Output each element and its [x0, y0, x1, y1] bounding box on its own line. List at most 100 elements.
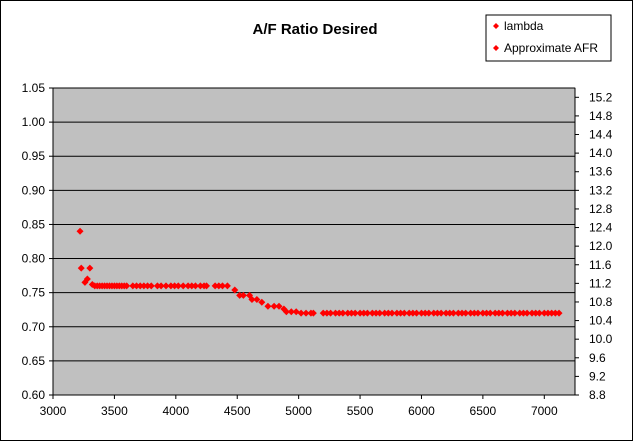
- data-point-lambda: [133, 282, 141, 290]
- y2-tick-label: 9.2: [589, 369, 606, 383]
- data-point-lambda: [425, 309, 433, 317]
- data-point-lambda: [236, 291, 244, 299]
- data-point-lambda: [540, 309, 548, 317]
- data-point-lambda: [503, 309, 511, 317]
- data-point-lambda: [223, 282, 231, 290]
- data-point-lambda: [248, 295, 256, 303]
- x-tick-label: 4500: [224, 404, 251, 418]
- data-point-lambda: [339, 309, 347, 317]
- data-point-lambda: [523, 309, 531, 317]
- data-point-lambda: [270, 302, 278, 310]
- data-point-lambda: [368, 309, 376, 317]
- data-point-lambda: [83, 275, 91, 283]
- data-point-lambda: [405, 309, 413, 317]
- data-point-lambda: [331, 309, 339, 317]
- data-point-lambda: [433, 309, 441, 317]
- data-point-lambda: [77, 264, 85, 272]
- data-point-lambda: [528, 309, 536, 317]
- y2-tick-label: 10.0: [589, 332, 613, 346]
- y2-tick-label: 11.6: [589, 258, 612, 272]
- legend-marker-lambda: [493, 23, 499, 29]
- y2-tick-label: 10.4: [589, 314, 613, 328]
- data-point-lambda: [231, 286, 239, 294]
- data-point-lambda: [417, 309, 425, 317]
- x-tick-label: 6000: [408, 404, 435, 418]
- y2-axis-ticks: 8.8 9.2 9.6 10.0 10.4 10.8 11.2 11.6 12.0 12.4 12.…: [575, 90, 613, 402]
- y-tick-label: 0.60: [22, 388, 46, 402]
- y2-tick-label: 14.0: [589, 146, 613, 160]
- data-point-lambda: [544, 309, 552, 317]
- y-tick-label: 0.65: [22, 354, 46, 368]
- data-point-lambda: [516, 309, 524, 317]
- data-point-lambda: [413, 309, 421, 317]
- data-point-lambda: [384, 309, 392, 317]
- data-point-lambda: [218, 282, 226, 290]
- data-point-lambda: [188, 282, 196, 290]
- data-point-lambda: [470, 309, 478, 317]
- data-point-lambda: [551, 309, 559, 317]
- data-point-lambda: [153, 282, 161, 290]
- data-point-lambda: [302, 309, 310, 317]
- data-point-lambda: [215, 282, 223, 290]
- y-tick-label: 0.80: [22, 252, 46, 266]
- data-point-lambda: [360, 309, 368, 317]
- data-point-lambda: [483, 309, 491, 317]
- data-point-lambda: [449, 309, 457, 317]
- data-point-lambda: [442, 309, 450, 317]
- gridlines: [53, 87, 575, 362]
- data-point-lambda: [171, 282, 179, 290]
- y2-tick-label: 11.2: [589, 276, 612, 290]
- data-point-lambda: [123, 282, 131, 290]
- y-tick-label: 0.85: [22, 217, 46, 231]
- x-tick-label: 6500: [470, 404, 497, 418]
- data-point-lambda: [555, 309, 563, 317]
- data-point-lambda: [393, 309, 401, 317]
- data-point-lambda: [297, 309, 305, 317]
- data-point-lambda: [458, 309, 466, 317]
- data-point-lambda: [467, 309, 475, 317]
- data-point-lambda: [203, 282, 211, 290]
- legend-label-approximate-afr: Approximate AFR: [504, 41, 598, 55]
- data-point-lambda: [319, 309, 327, 317]
- data-point-lambda: [292, 308, 300, 316]
- data-point-lambda: [147, 282, 155, 290]
- data-point-lambda: [86, 264, 94, 272]
- data-point-lambda: [347, 309, 355, 317]
- y2-tick-label: 15.2: [589, 90, 613, 104]
- data-point-lambda: [323, 309, 331, 317]
- y2-tick-label: 12.8: [589, 202, 613, 216]
- y2-tick-label: 13.6: [589, 165, 613, 179]
- data-point-lambda: [437, 309, 445, 317]
- y2-tick-label: 12.4: [589, 221, 613, 235]
- data-point-lambda: [282, 308, 290, 316]
- y2-tick-label: 14.8: [589, 109, 613, 123]
- y-axis-ticks: 0.60 0.65 0.70 0.75 0.80 0.85 0.90 0.95 1.00 1.05: [22, 81, 53, 402]
- y2-tick-label: 10.8: [589, 295, 613, 309]
- data-point-lambda: [264, 302, 272, 310]
- legend-label-lambda: lambda: [504, 19, 544, 33]
- data-point-lambda: [462, 309, 470, 317]
- data-point-lambda: [196, 282, 204, 290]
- y2-tick-label: 8.8: [589, 388, 606, 402]
- x-tick-label: 3000: [40, 404, 67, 418]
- y-tick-label: 0.75: [22, 286, 46, 300]
- data-point-lambda: [372, 309, 380, 317]
- axes: [52, 88, 576, 396]
- y-tick-label: 0.95: [22, 149, 46, 163]
- data-point-lambda: [167, 282, 175, 290]
- data-point-lambda: [140, 282, 148, 290]
- x-axis-ticks: 3000 3500 4000 4500 5000 5500 6000 6500 7000: [40, 395, 558, 418]
- data-point-lambda: [287, 308, 295, 316]
- data-point-lambda: [211, 282, 219, 290]
- y-tick-label: 0.70: [22, 320, 46, 334]
- data-point-lambda: [499, 309, 507, 317]
- data-point-lambda: [400, 309, 408, 317]
- y2-tick-label: 12.0: [589, 239, 613, 253]
- data-point-lambda: [535, 309, 543, 317]
- data-point-lambda: [275, 302, 283, 310]
- data-point-lambda: [356, 309, 364, 317]
- data-point-lambda: [351, 309, 359, 317]
- data-point-lambda: [381, 309, 389, 317]
- data-points: [76, 227, 563, 317]
- data-point-lambda: [191, 282, 199, 290]
